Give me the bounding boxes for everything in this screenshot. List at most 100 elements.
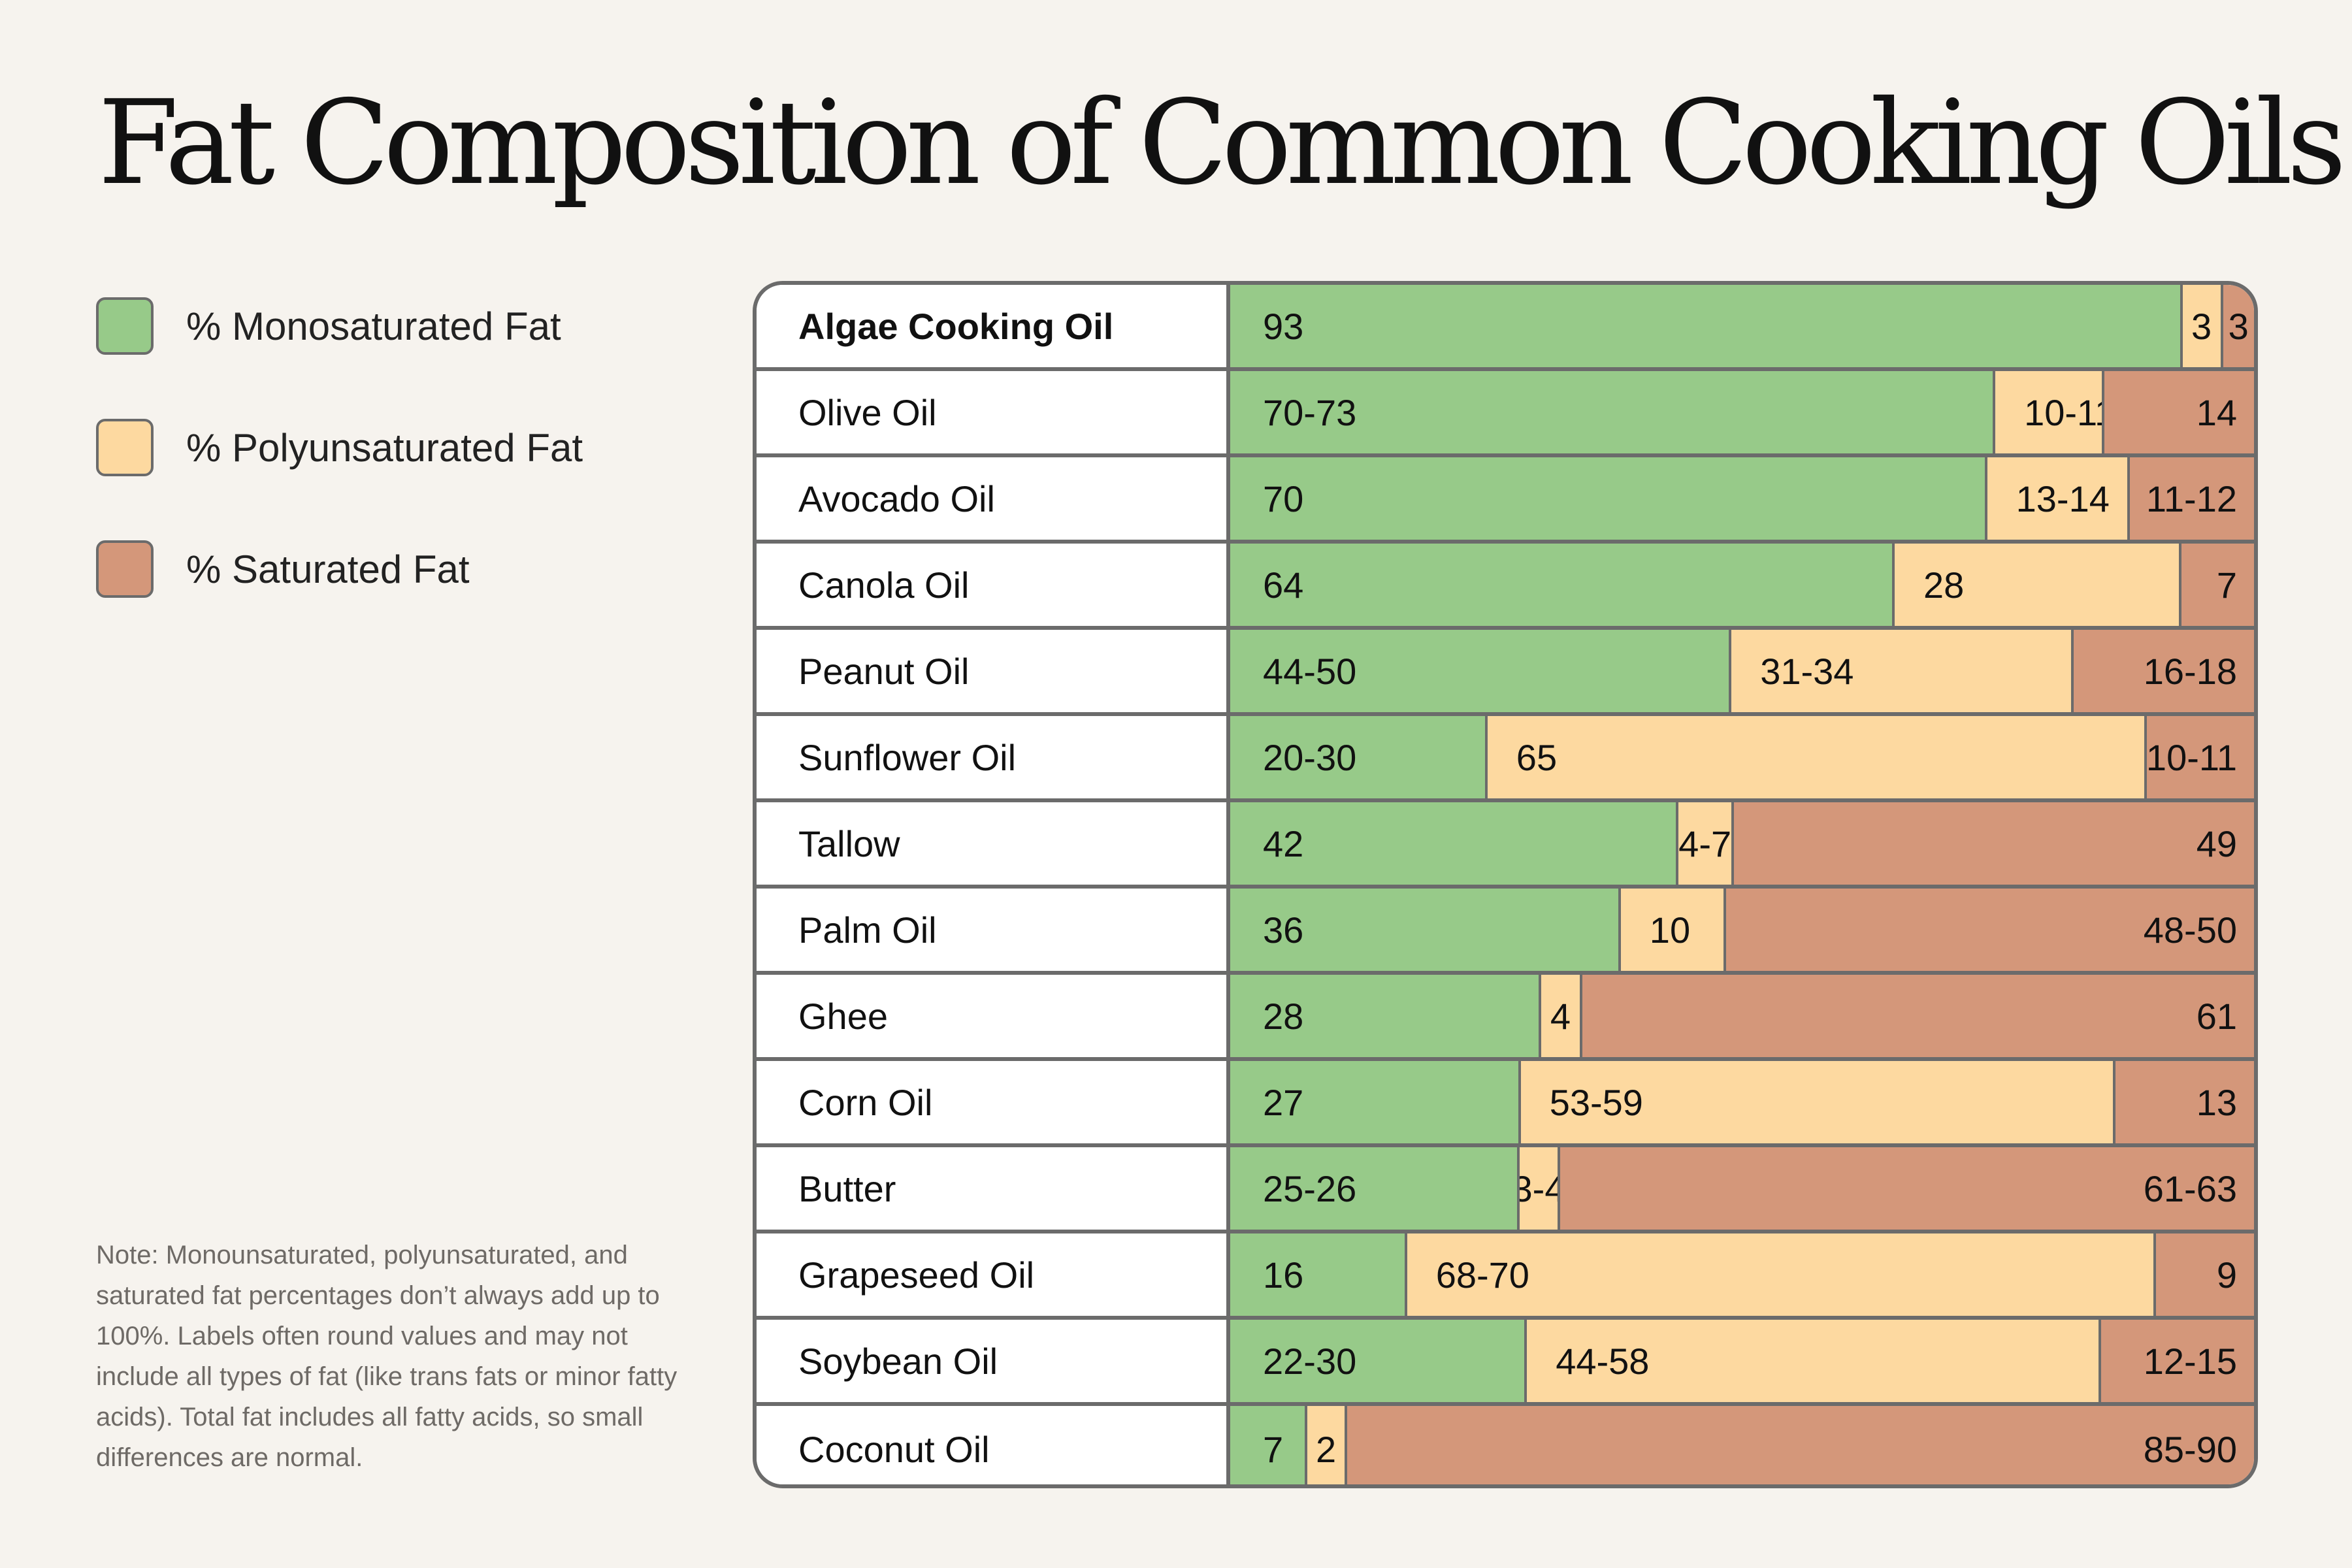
stacked-bar: 42 4-7 49: [1230, 802, 2254, 885]
data-label-sat: 7: [2216, 564, 2237, 606]
bar-segment-sat: 12-15: [2101, 1320, 2254, 1402]
stacked-bar: 44-50 31-34 16-18: [1230, 630, 2254, 712]
bar-segment-poly: 3-4: [1517, 1147, 1560, 1230]
data-label-sat: 49: [2196, 823, 2237, 864]
bar-segment-sat: 11-12: [2130, 457, 2254, 540]
stacked-bar: 20-30 65 10-11: [1230, 716, 2254, 798]
data-label-poly: 13-14: [2016, 478, 2110, 519]
stacked-bar: 93 3 3: [1230, 285, 2254, 367]
legend-label: % Monosaturated Fat: [186, 304, 561, 348]
legend-item-saturated: % Saturated Fat: [96, 540, 470, 598]
bar-segment-sat: 10-11: [2147, 716, 2254, 798]
stacked-bar: 16 68-70 9: [1230, 1233, 2254, 1316]
data-label-sat: 48-50: [2143, 909, 2237, 951]
bar-segment-poly: 68-70: [1404, 1233, 2156, 1316]
data-label-mono: 93: [1263, 305, 1304, 347]
data-label-mono: 36: [1263, 909, 1304, 951]
bar-segment-sat: 16-18: [2073, 630, 2254, 712]
legend-label: % Saturated Fat: [186, 547, 470, 591]
oil-name: Ghee: [757, 975, 1230, 1057]
table-row: Tallow 42 4-7 49: [757, 802, 2254, 889]
oil-name: Avocado Oil: [757, 457, 1230, 540]
bar-segment-sat: 3: [2223, 285, 2254, 367]
data-label-sat: 9: [2216, 1254, 2237, 1296]
bar-segment-mono: 44-50: [1230, 630, 1729, 712]
stacked-bar: 28 4 61: [1230, 975, 2254, 1057]
table-row: Corn Oil 27 53-59 13: [757, 1061, 2254, 1147]
bar-segment-mono: 27: [1230, 1061, 1518, 1143]
data-label-poly: 53-59: [1549, 1081, 1643, 1123]
bar-segment-poly: 53-59: [1518, 1061, 2115, 1143]
stacked-bar: 70 13-14 11-12: [1230, 457, 2254, 540]
table-row: Soybean Oil 22-30 44-58 12-15: [757, 1320, 2254, 1406]
chart-title: Fat Composition of Common Cooking Oils: [98, 75, 2347, 210]
stacked-bar: 25-26 3-4 61-63: [1230, 1147, 2254, 1230]
oil-name: Algae Cooking Oil: [757, 285, 1230, 367]
bar-segment-poly: 10-11: [1993, 371, 2105, 453]
table-row: Palm Oil 36 10 48-50: [757, 889, 2254, 975]
oil-name: Peanut Oil: [757, 630, 1230, 712]
data-label-mono: 22-30: [1263, 1340, 1357, 1382]
bar-segment-sat: 9: [2155, 1233, 2254, 1316]
data-label-mono: 28: [1263, 995, 1304, 1037]
data-label-sat: 13: [2196, 1081, 2237, 1123]
data-label-poly: 4: [1550, 995, 1571, 1037]
bar-segment-sat: 61: [1582, 975, 2254, 1057]
data-label-sat: 12-15: [2143, 1340, 2237, 1382]
bar-segment-poly: 13-14: [1984, 457, 2131, 540]
bar-segment-poly: 2: [1304, 1406, 1348, 1484]
bar-segment-sat: 48-50: [1725, 889, 2254, 971]
data-label-poly: 3: [2191, 305, 2212, 347]
data-label-poly: 28: [1923, 564, 1965, 606]
legend-label: % Polyunsaturated Fat: [186, 425, 583, 470]
bar-segment-mono: 7: [1230, 1406, 1305, 1484]
bar-segment-mono: 28: [1230, 975, 1539, 1057]
legend-item-monounsaturated: % Monosaturated Fat: [96, 297, 561, 355]
oil-name: Corn Oil: [757, 1061, 1230, 1143]
stacked-bar: 64 28 7: [1230, 544, 2254, 626]
table-row: Grapeseed Oil 16 68-70 9: [757, 1233, 2254, 1320]
bar-segment-sat: 13: [2115, 1061, 2254, 1143]
data-label-poly: 4-7: [1678, 823, 1732, 864]
bar-segment-sat: 7: [2181, 544, 2254, 626]
data-label-mono: 20-30: [1263, 736, 1357, 778]
bar-segment-sat: 85-90: [1347, 1406, 2254, 1484]
fat-composition-table: Algae Cooking Oil 93 3 3 Olive Oil 70-73 10-1 1…: [753, 281, 2258, 1488]
legend-swatch-polyunsaturated: [96, 419, 154, 476]
data-label-mono: 44-50: [1263, 650, 1357, 692]
bar-segment-poly: 3: [2180, 285, 2223, 367]
legend-swatch-monounsaturated: [96, 297, 154, 355]
oil-name: Palm Oil: [757, 889, 1230, 971]
data-label-mono: 64: [1263, 564, 1304, 606]
data-label-sat: 10-11: [2147, 736, 2237, 778]
bar-segment-mono: 25-26: [1230, 1147, 1518, 1230]
bar-segment-poly: 10: [1618, 889, 1726, 971]
data-label-sat: 3: [2228, 305, 2249, 347]
bar-segment-sat: 49: [1734, 802, 2254, 885]
oil-name: Grapeseed Oil: [757, 1233, 1230, 1316]
data-label-mono: 42: [1263, 823, 1304, 864]
data-label-mono: 70: [1263, 478, 1304, 519]
data-label-poly: 3-4: [1520, 1168, 1558, 1209]
stacked-bar: 22-30 44-58 12-15: [1230, 1320, 2254, 1402]
bar-segment-mono: 70-73: [1230, 371, 1993, 453]
table-row: Sunflower Oil 20-30 65 10-11: [757, 716, 2254, 802]
table-row: Butter 25-26 3-4 61-63: [757, 1147, 2254, 1233]
data-label-sat: 11-12: [2146, 478, 2237, 519]
stacked-bar: 27 53-59 13: [1230, 1061, 2254, 1143]
bar-segment-poly: 28: [1892, 544, 2182, 626]
bar-segment-mono: 20-30: [1230, 716, 1485, 798]
data-label-mono: 7: [1263, 1428, 1284, 1470]
oil-name: Canola Oil: [757, 544, 1230, 626]
table-row: Avocado Oil 70 13-14 11-12: [757, 457, 2254, 544]
oil-name: Olive Oil: [757, 371, 1230, 453]
data-label-sat: 61: [2196, 995, 2237, 1037]
data-label-poly: 44-58: [1556, 1340, 1650, 1382]
table-row: Coconut Oil 7 2 85-90: [757, 1406, 2254, 1484]
data-label-poly: 31-34: [1760, 650, 1854, 692]
footnote: Note: Monounsaturated, polyunsaturated, …: [96, 1241, 678, 1472]
table-row: Olive Oil 70-73 10-11 14: [757, 371, 2254, 457]
stacked-bar: 7 2 85-90: [1230, 1406, 2254, 1484]
data-label-poly: 68-70: [1435, 1254, 1529, 1296]
legend-item-polyunsaturated: % Polyunsaturated Fat: [96, 419, 583, 476]
